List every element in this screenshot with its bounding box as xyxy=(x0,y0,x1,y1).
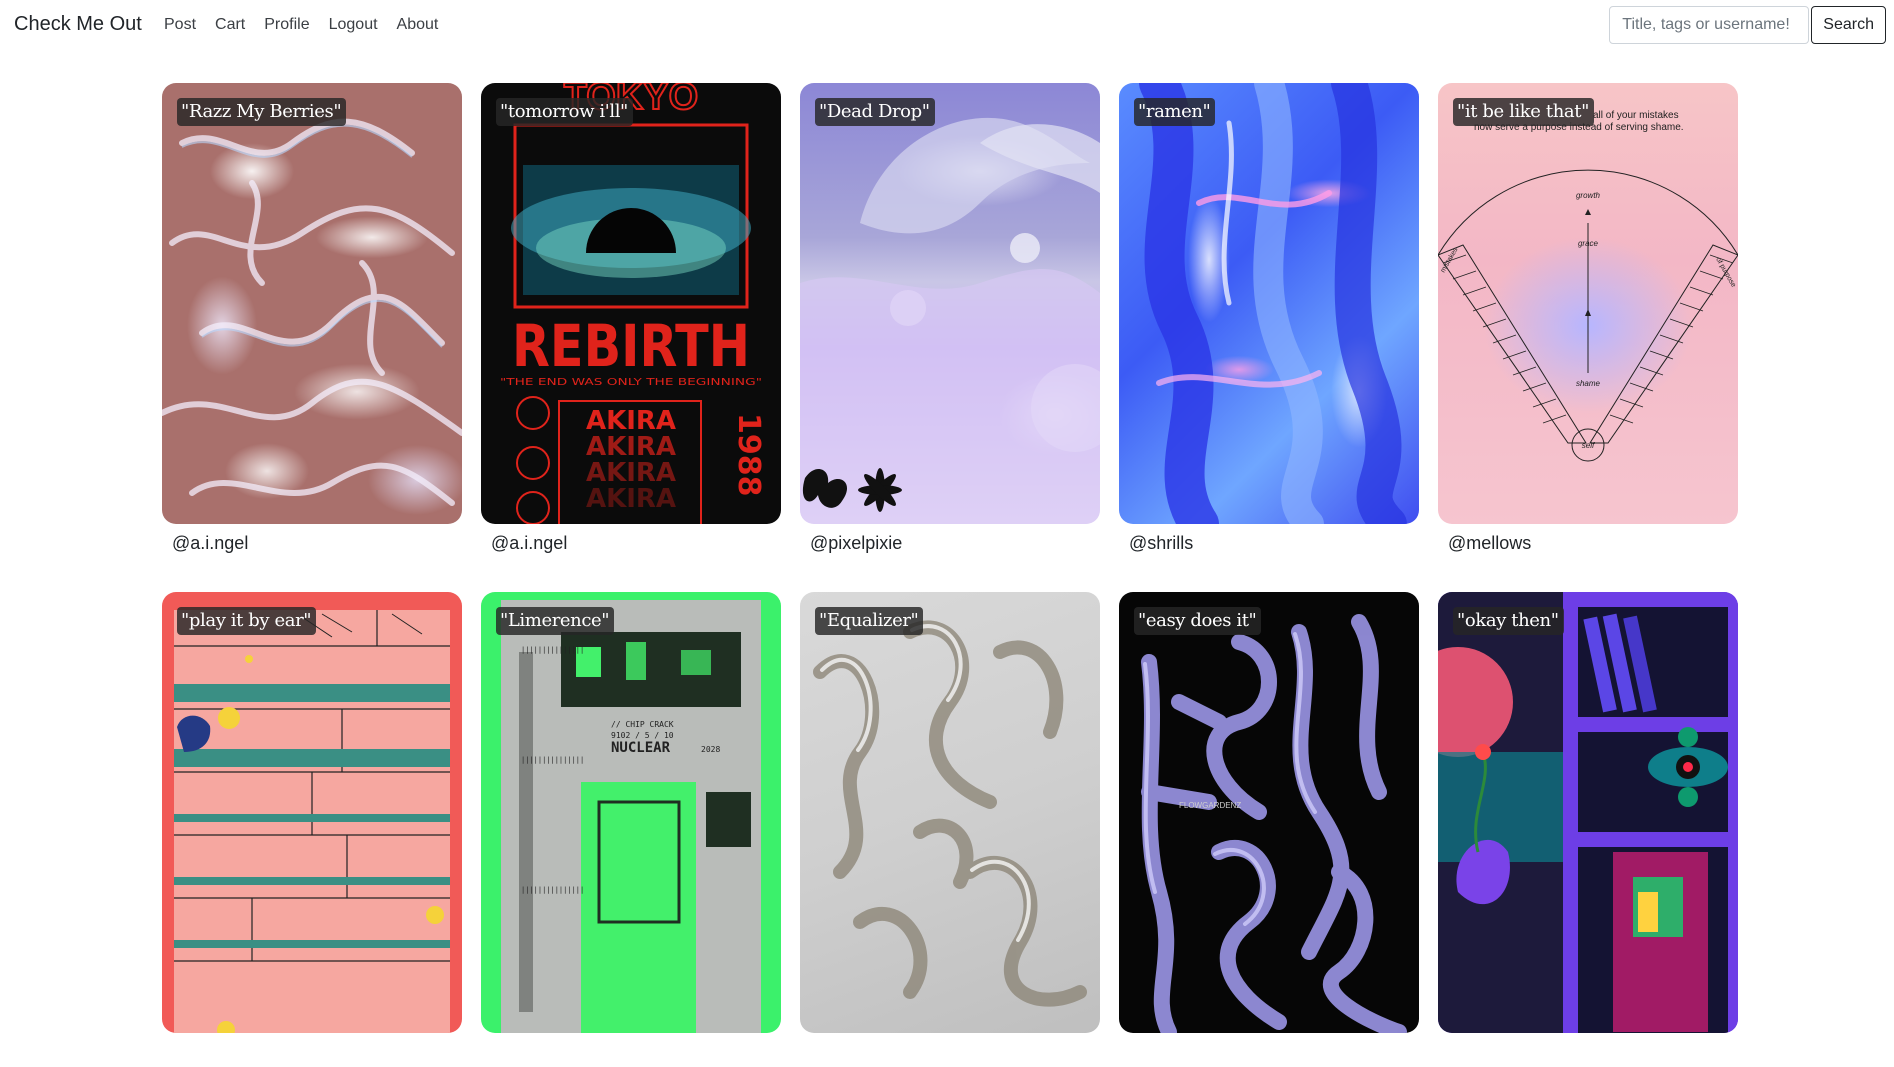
post-username[interactable]: @pixelpixie xyxy=(810,533,903,553)
post-image[interactable]: FLOWGARDENZ "easy does it" xyxy=(1119,592,1419,1033)
post-image[interactable]: "Equalizer" xyxy=(800,592,1100,1033)
post-image[interactable]: "ramen" xyxy=(1119,83,1419,524)
post-title: "play it by ear" xyxy=(177,607,317,635)
post-title: "easy does it" xyxy=(1134,607,1262,635)
post-card[interactable]: "Equalizer" xyxy=(800,592,1100,1067)
post-card[interactable]: all of your mistakes now serve a purpose… xyxy=(1438,83,1738,558)
svg-text:|||||||||||||||: ||||||||||||||| xyxy=(521,756,584,764)
nav-link-post[interactable]: Post xyxy=(164,16,197,33)
nav-link-profile[interactable]: Profile xyxy=(264,16,310,33)
post-title: "Dead Drop" xyxy=(815,98,935,126)
poster-akira-text: AKIRA xyxy=(586,432,676,462)
post-card[interactable]: TOKYO REBIRTH "THE END WAS ONLY THE BEGI… xyxy=(481,83,781,558)
svg-text:|||||||||||||||: ||||||||||||||| xyxy=(521,646,584,654)
search-form: Search xyxy=(1609,6,1886,44)
poster-akira-text: AKIRA xyxy=(586,406,676,436)
post-card[interactable]: FLOWGARDENZ "easy does it" xyxy=(1119,592,1419,1067)
post-title: "it be like that" xyxy=(1453,98,1594,126)
post-username[interactable]: @a.i.ngel xyxy=(491,533,568,553)
post-card[interactable]: "okay then" xyxy=(1438,592,1738,1067)
post-image[interactable]: // CHIP CRACK 9102 / 5 / 10 NUCLEAR 2028… xyxy=(481,592,781,1033)
post-card[interactable]: "play it by ear" xyxy=(162,592,462,1067)
nav-link-about[interactable]: About xyxy=(396,16,439,33)
art-quote-line-2: now serve a purpose instead of serving s… xyxy=(1474,122,1684,133)
art-nuclear-text: NUCLEAR xyxy=(611,740,671,756)
art-year-text: 2028 xyxy=(701,745,720,754)
post-title: "Equalizer" xyxy=(815,607,924,635)
post-title: "ramen" xyxy=(1134,98,1216,126)
nav-link-cart[interactable]: Cart xyxy=(215,16,246,33)
post-username[interactable]: @a.i.ngel xyxy=(172,533,249,553)
top-navbar: Check Me Out Post Cart Profile Logout Ab… xyxy=(0,0,1894,52)
post-image[interactable]: all of your mistakes now serve a purpose… xyxy=(1438,83,1738,524)
post-title: "Razz My Berries" xyxy=(177,98,347,126)
post-card[interactable]: // CHIP CRACK 9102 / 5 / 10 NUCLEAR 2028… xyxy=(481,592,781,1067)
poster-year-text: 1988 xyxy=(731,413,766,497)
search-button[interactable]: Search xyxy=(1811,6,1886,44)
art-code-text: 9102 / 5 / 10 xyxy=(611,731,674,740)
poster-tagline-text: "THE END WAS ONLY THE BEGINNING" xyxy=(500,377,762,388)
svg-text:|||||||||||||||: ||||||||||||||| xyxy=(521,886,584,894)
post-card[interactable]: "Razz My Berries" @a.i.ngel xyxy=(162,83,462,558)
poster-akira-text: AKIRA xyxy=(586,458,676,488)
post-image[interactable]: "play it by ear" xyxy=(162,592,462,1033)
post-image[interactable]: "Dead Drop" xyxy=(800,83,1100,524)
post-card[interactable]: "ramen" @shrills xyxy=(1119,83,1419,558)
art-quote-line-1: all of your mistakes xyxy=(1593,110,1679,121)
post-title: "okay then" xyxy=(1453,607,1564,635)
poster-rebirth-text: REBIRTH xyxy=(512,312,750,380)
post-grid: "Razz My Berries" @a.i.ngel TOKYO REBIRT… xyxy=(162,83,1738,1067)
art-chip-text: // CHIP CRACK xyxy=(611,720,674,729)
post-title: "tomorrow i'll" xyxy=(496,98,633,126)
post-username[interactable]: @mellows xyxy=(1448,533,1532,553)
post-image[interactable]: "Razz My Berries" xyxy=(162,83,462,524)
search-input[interactable] xyxy=(1609,6,1810,44)
post-image[interactable]: "okay then" xyxy=(1438,592,1738,1033)
post-image[interactable]: TOKYO REBIRTH "THE END WAS ONLY THE BEGI… xyxy=(481,83,781,524)
post-username[interactable]: @shrills xyxy=(1129,533,1194,553)
art-grace-label: grace xyxy=(1578,239,1599,248)
post-card[interactable]: "Dead Drop" @pixelpixie xyxy=(800,83,1100,558)
nav-link-logout[interactable]: Logout xyxy=(328,16,378,33)
poster-akira-text: AKIRA xyxy=(586,484,676,514)
art-growth-label: growth xyxy=(1576,191,1601,200)
art-shame-label: shame xyxy=(1576,379,1601,388)
art-self-label: self xyxy=(1582,441,1595,450)
post-title: "Limerence" xyxy=(496,607,615,635)
art-brand-text: FLOWGARDENZ xyxy=(1179,801,1241,810)
nav-links: Post Cart Profile Logout About xyxy=(164,16,457,34)
brand-logo[interactable]: Check Me Out xyxy=(14,13,142,35)
